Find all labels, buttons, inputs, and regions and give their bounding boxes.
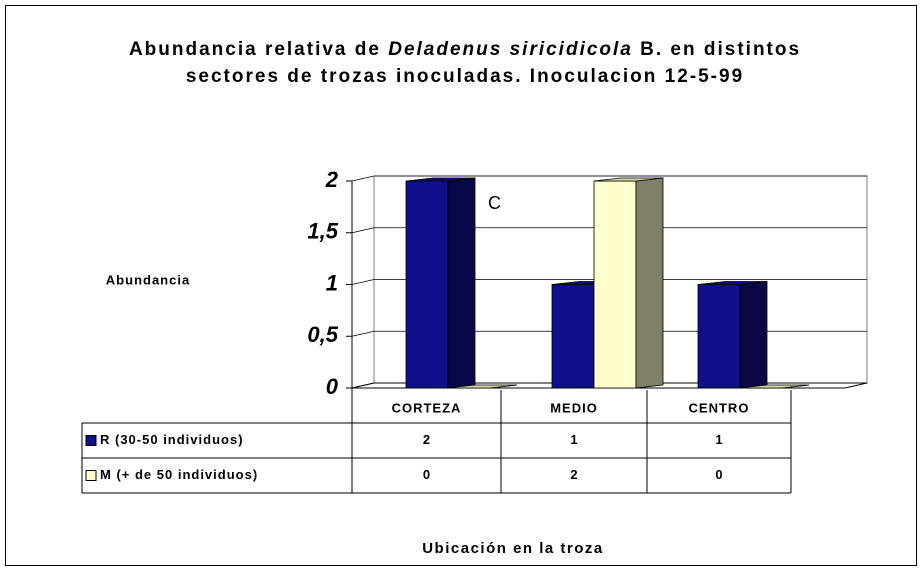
x-tick-label: MEDIO [550,400,598,415]
grid-line [351,175,867,182]
title-part: Abundancia relativa de [128,39,389,60]
y-tick-label: 0,5 [307,322,338,347]
bar-top [405,177,476,182]
y-tick-label: 2 [325,167,339,192]
y-tick-label: 0 [326,374,339,399]
x-axis-label: Ubicación en la troza [422,540,604,557]
title-part: B. en distintos sectores de trozas inocu… [185,39,802,87]
bar-top [739,384,810,389]
annotation: C [488,193,501,213]
table-value: 1 [715,432,722,447]
bar-side [635,177,664,389]
bar-front [551,284,595,389]
x-tick-label: CENTRO [689,400,750,415]
bar-front [593,180,637,389]
table-value: 2 [423,432,430,447]
table-value: 0 [715,467,722,482]
bar-side [447,177,476,389]
y-tick-label: 1 [326,270,338,295]
table-value: 0 [423,467,430,482]
y-tick-label: 1,5 [307,219,338,244]
bar-top [697,281,768,285]
table-value: 1 [570,432,577,447]
legend-label: R (30-50 individuos) [100,432,244,447]
legend-label: M (+ de 50 individuos) [100,467,258,482]
grid-line [351,279,867,285]
x-tick-label: CORTEZA [392,400,462,415]
grid-line [351,227,867,234]
bar-top [447,384,518,389]
legend-swatch [85,470,97,481]
bar-side [739,281,768,389]
legend-swatch [85,435,97,446]
title-part: Deladenus siricidicola [388,39,633,60]
bar-front [697,284,741,389]
table-value: 2 [570,467,577,482]
chart-title: Abundancia relativa de Deladenus siricid… [110,36,820,90]
bar-top [593,177,664,182]
bar-front [405,180,449,389]
y-axis-label: Abundancia [106,272,190,287]
